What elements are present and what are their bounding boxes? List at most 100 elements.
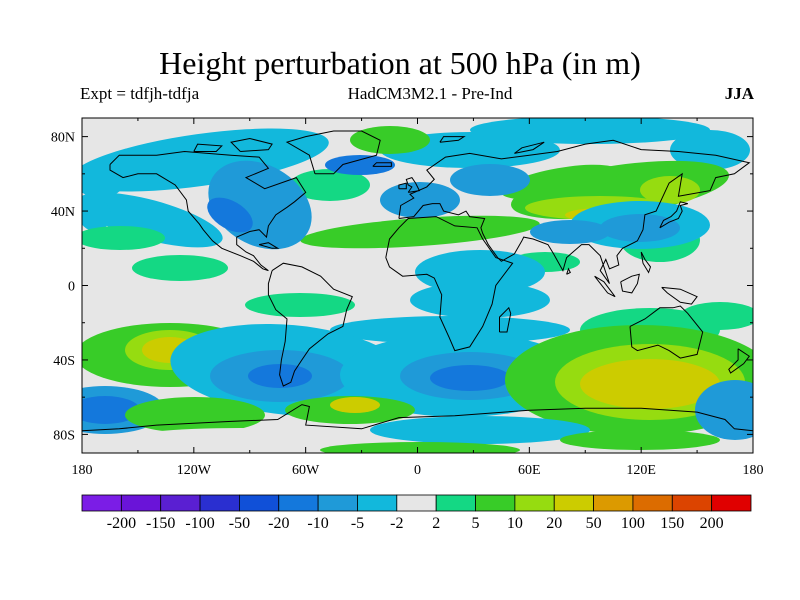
coastline [372, 162, 392, 167]
coastline [258, 242, 280, 249]
contour-region [245, 293, 355, 317]
colorbar-label: -2 [390, 515, 403, 532]
coastline [385, 216, 514, 352]
lat-tick-label: 80N [51, 131, 75, 146]
contour-region [580, 359, 720, 409]
colorbar-swatch [199, 494, 240, 512]
contour-region [600, 214, 680, 242]
lon-tick-label: 0 [414, 463, 421, 478]
coastline [230, 137, 273, 152]
contour-region [530, 220, 610, 244]
colorbar-label: 5 [472, 515, 480, 532]
coastline [620, 273, 640, 294]
colorbar-swatch [396, 494, 437, 512]
colorbar-label: 20 [546, 515, 562, 532]
colorbar-swatch [671, 494, 713, 512]
coastline [405, 177, 421, 193]
contour-region [500, 164, 620, 200]
contour-region [695, 380, 753, 440]
colorbar-label: 150 [660, 515, 684, 532]
coastline [439, 136, 466, 143]
contour-region [325, 155, 395, 175]
contour-region [640, 176, 700, 204]
colorbar-swatch [278, 494, 319, 512]
coastline [566, 267, 571, 275]
coastline [193, 143, 223, 152]
colorbar-swatch [435, 494, 476, 512]
lat-tick-label: 40S [53, 354, 75, 369]
contour-region [320, 442, 520, 453]
map-title: Height perturbation at 500 hPa (in m) [159, 45, 641, 81]
colorbar-swatch [553, 494, 594, 512]
colorbar-swatch [120, 494, 162, 512]
colorbar-label: -100 [185, 515, 214, 532]
season-label: JJA [724, 84, 754, 103]
experiment-label: Expt = tdfjh-tdfja [80, 84, 200, 103]
contour-region [450, 164, 530, 196]
coastline [659, 201, 688, 229]
contour-region [120, 428, 360, 452]
contour-region [207, 197, 253, 233]
colorbar-label: 100 [621, 515, 645, 532]
contour-region [680, 302, 753, 330]
contour-region [470, 118, 710, 144]
lon-tick-label: 180 [72, 463, 93, 478]
coastline [499, 306, 512, 333]
contour-region [350, 126, 430, 154]
lat-tick-label: 80S [53, 428, 75, 443]
coastline [398, 139, 751, 284]
colorbar-swatch [475, 494, 516, 512]
contour-region [82, 162, 125, 198]
coastline [728, 348, 751, 374]
coastline [514, 141, 545, 154]
contour-region [560, 430, 720, 450]
map-axes: 80N 40N 0 40S 80S 180 120W 60W 0 60E 120E 180 [51, 118, 764, 478]
colorbar-label: -200 [107, 515, 136, 532]
contour-region [82, 199, 111, 231]
contour-region [132, 255, 228, 281]
contour-region [410, 282, 550, 318]
colorbar-label: -50 [229, 515, 250, 532]
lat-tick-label: 40N [51, 205, 75, 220]
lon-tick-label: 60E [518, 463, 541, 478]
lon-tick-label: 180 [743, 463, 764, 478]
lon-tick-label: 120E [626, 463, 656, 478]
coastline [594, 275, 616, 298]
colorbar-swatch [160, 494, 201, 512]
contour-region [670, 130, 750, 170]
coastline [285, 130, 381, 175]
lat-tick-label: 0 [68, 280, 75, 295]
contour-region [370, 416, 590, 444]
colorbar-swatch [593, 494, 634, 512]
contour-region [300, 215, 540, 249]
contour-region [415, 250, 545, 294]
colorbar-label: -5 [351, 515, 364, 532]
contour-region [82, 192, 223, 248]
contour-region [330, 397, 380, 413]
colorbar-label: -20 [268, 515, 289, 532]
lon-tick-label: 60W [292, 463, 320, 478]
colorbar-swatch [239, 494, 280, 512]
coastline [661, 286, 698, 305]
contour-region [430, 365, 510, 391]
contour-region [290, 169, 370, 201]
colorbar-swatch [711, 494, 752, 512]
colorbar-label: -150 [146, 515, 175, 532]
contour-region [82, 226, 165, 250]
coastline [82, 404, 753, 432]
coastline [109, 150, 307, 272]
colorbar-label: 50 [586, 515, 602, 532]
coastlines [82, 130, 753, 432]
lon-tick-label: 120W [177, 463, 212, 478]
colorbar-swatch [514, 494, 555, 512]
colorbar-swatch [632, 494, 673, 512]
contour-region [82, 128, 329, 192]
colorbar: -200 -150 -100 -50 -20 -10 -5 -2 2 5 10 20 50 100 150 2… [81, 494, 752, 532]
coastline [640, 251, 652, 274]
colorbar-label: 2 [432, 515, 440, 532]
colorbar-swatch [357, 494, 398, 512]
colorbar-label: 10 [507, 515, 523, 532]
colorbar-swatch [317, 494, 358, 512]
colorbar-label: 200 [700, 515, 724, 532]
